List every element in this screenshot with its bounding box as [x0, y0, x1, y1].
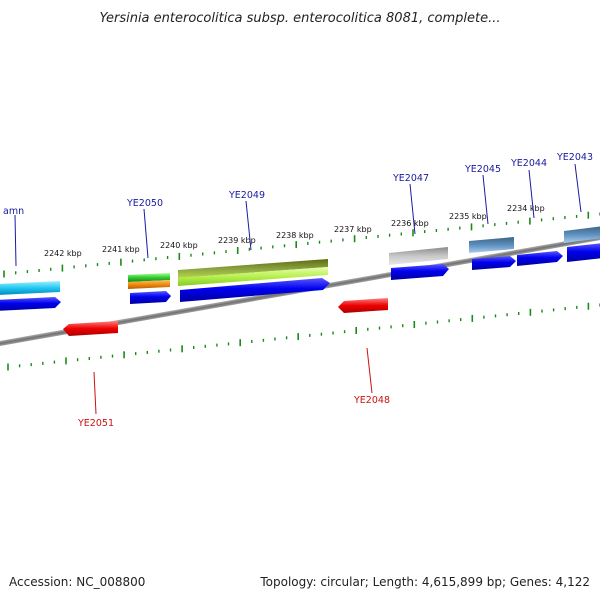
leader-ye2049: [245, 200, 252, 251]
leader-amn: [14, 214, 17, 267]
gene-label-amn[interactable]: amn: [3, 206, 24, 217]
feature-ye2047-grey[interactable]: [389, 247, 448, 265]
feature-amn-cyan[interactable]: [0, 281, 60, 295]
cds-ye2051-arrow[interactable]: [63, 321, 118, 336]
feature-ye2050-green[interactable]: [128, 273, 170, 282]
cds-ye2050-arrow[interactable]: [130, 291, 171, 304]
kbp-label-2242: 2242 kbp: [44, 249, 82, 258]
cds-ye2049-arrow[interactable]: [180, 278, 330, 302]
kbp-label-2237: 2237 kbp: [334, 225, 372, 234]
leader-ye2045: [482, 174, 489, 225]
gene-label-ye2049[interactable]: YE2049: [228, 190, 265, 201]
cds-ye2047-arrow[interactable]: [391, 264, 449, 280]
topology-summary-text: Topology: circular; Length: 4,615,899 bp…: [259, 575, 590, 589]
leader-ye2047: [409, 183, 416, 235]
reverse-tick-track: [7, 302, 600, 371]
accession-text: Accession: NC_008800: [9, 575, 145, 589]
kbp-label-group: 2242 kbp 2241 kbp 2240 kbp 2239 kbp 2238…: [44, 204, 545, 258]
cds-ye2044-arrow[interactable]: [517, 251, 563, 266]
kbp-label-2234: 2234 kbp: [507, 204, 545, 213]
kbp-label-2236: 2236 kbp: [391, 219, 429, 228]
leader-ye2051: [93, 371, 97, 415]
gene-label-ye2045[interactable]: YE2045: [464, 164, 501, 175]
cds-amn-arrow[interactable]: [0, 297, 61, 311]
kbp-label-2238: 2238 kbp: [276, 231, 314, 240]
gene-label-ye2044[interactable]: YE2044: [510, 158, 547, 169]
leader-lines: [14, 163, 582, 415]
cds-ye2048-arrow[interactable]: [338, 298, 388, 313]
leader-ye2050: [143, 208, 149, 259]
feature-ye2045-steel[interactable]: [469, 237, 514, 253]
leader-ye2043: [574, 163, 582, 213]
gene-label-ye2050[interactable]: YE2050: [126, 198, 163, 209]
cds-ye2043-arrow[interactable]: [567, 243, 600, 262]
gene-label-ye2048[interactable]: YE2048: [353, 395, 390, 406]
gene-label-ye2043[interactable]: YE2043: [556, 152, 593, 163]
kbp-label-2240: 2240 kbp: [160, 241, 198, 250]
map-title: Yersinia enterocolitica subsp. enterocol…: [99, 11, 500, 26]
gene-label-ye2051[interactable]: YE2051: [77, 418, 114, 429]
kbp-label-2235: 2235 kbp: [449, 212, 487, 221]
feature-ye2050-orange[interactable]: [128, 280, 170, 289]
kbp-label-2239: 2239 kbp: [218, 236, 256, 245]
leader-ye2044: [528, 169, 535, 219]
leader-ye2048: [366, 347, 373, 394]
cds-ye2045-arrow[interactable]: [472, 256, 516, 270]
gene-label-ye2047[interactable]: YE2047: [392, 173, 429, 184]
kbp-label-2241: 2241 kbp: [102, 245, 140, 254]
feature-ye2049-lime[interactable]: [178, 267, 328, 286]
feature-ye2043-steel[interactable]: [564, 226, 600, 243]
feature-ye2049-olive[interactable]: [178, 259, 328, 278]
forward-tick-track: [3, 211, 600, 278]
